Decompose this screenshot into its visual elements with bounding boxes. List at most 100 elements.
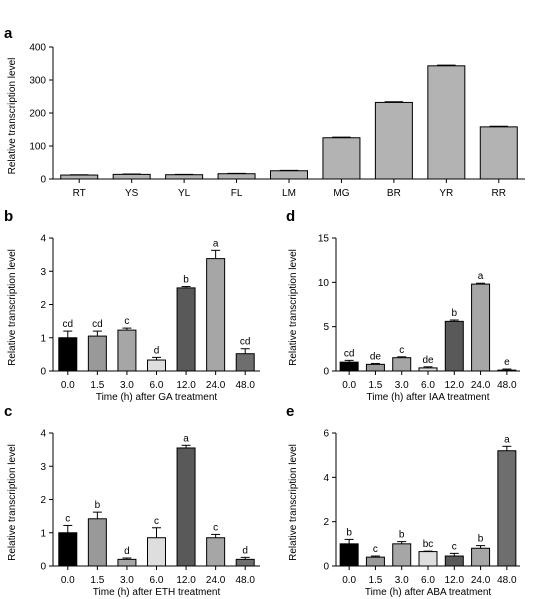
panel-a-x-tick-label: BR xyxy=(387,188,401,199)
panel-b-y-tick-label: 2 xyxy=(40,300,46,311)
panel-a-y-tick-label: 400 xyxy=(29,43,46,54)
panel-a-bar xyxy=(427,65,466,180)
panel-b-significance-label: cd xyxy=(240,337,251,348)
panel-d-x-tick-label: 6.0 xyxy=(421,380,435,391)
panel-d-x-tick-label: 0.0 xyxy=(342,380,356,391)
panel-d-significance-label: b xyxy=(452,308,458,319)
panel-d-x-tick-label: 12.0 xyxy=(445,380,465,391)
panel-c-x-tick-label: 6.0 xyxy=(150,575,164,586)
panel-a-letter: a xyxy=(4,25,13,42)
panel-e-significance-label: a xyxy=(504,434,510,445)
panel-c-y-axis-title: Relative transcription level xyxy=(7,444,18,561)
panel-a-bar xyxy=(322,137,361,180)
panel-e-x-tick-label: 1.5 xyxy=(368,575,382,586)
panel-d-y-tick-label: 15 xyxy=(318,234,330,245)
panel-b-x-axis-title: Time (h) after GA treatment xyxy=(96,392,218,403)
panel-e-y-tick-label: 4 xyxy=(323,473,329,484)
panel-c-bar xyxy=(117,558,137,567)
panel-c-y-tick-label: 1 xyxy=(40,528,46,539)
panel-a-bar xyxy=(374,101,413,180)
panel-e-significance-label: bc xyxy=(423,539,434,550)
panel-c-significance-label: c xyxy=(213,522,218,533)
panel-e-bar xyxy=(471,547,491,567)
panel-c-y-tick-label: 4 xyxy=(40,429,46,440)
panel-b-significance-label: c xyxy=(124,316,129,327)
panel-d-letter: d xyxy=(286,208,295,225)
panel-d-significance-label: de xyxy=(370,351,382,362)
panel-c-x-tick-label: 12.0 xyxy=(176,575,196,586)
panel-b-bar xyxy=(206,258,226,372)
panel-d-significance-label: de xyxy=(422,355,434,366)
panel-a-y-tick-label: 0 xyxy=(40,175,46,186)
panel-b-x-tick-label: 24.0 xyxy=(206,380,226,391)
panel-c-y-tick-label: 0 xyxy=(40,562,46,573)
panel-d-x-tick-label: 48.0 xyxy=(497,380,517,391)
panel-d-bar xyxy=(471,283,491,372)
panel-e-bar xyxy=(418,551,438,567)
panel-b-significance-label: a xyxy=(213,238,219,249)
panel-d-y-tick-label: 5 xyxy=(323,322,329,333)
panel-e-y-tick-label: 0 xyxy=(323,562,329,573)
panel-b-bar xyxy=(117,329,137,372)
panel-d-significance-label: c xyxy=(399,345,404,356)
panel-e-x-axis-title: Time (h) after ABA treatment xyxy=(365,587,492,598)
panel-d-significance-label: e xyxy=(504,357,510,368)
panel-d-bar xyxy=(497,369,517,372)
panel-e-x-tick-label: 48.0 xyxy=(497,575,517,586)
panel-c-x-tick-label: 48.0 xyxy=(235,575,255,586)
panel-c-x-tick-label: 3.0 xyxy=(120,575,134,586)
panel-d-bar xyxy=(339,361,359,372)
panel-c-bar xyxy=(87,518,107,567)
panel-e-y-axis-title: Relative transcription level xyxy=(288,444,299,561)
panel-c-letter: c xyxy=(4,403,12,420)
panel-e-significance-label: c xyxy=(452,541,457,552)
panel-e-x-tick-label: 24.0 xyxy=(471,575,491,586)
panel-e-bar xyxy=(392,543,412,567)
panel-b-x-tick-label: 0.0 xyxy=(61,380,75,391)
panel-b-x-tick-label: 12.0 xyxy=(176,380,196,391)
panel-a-x-tick-label: YR xyxy=(439,188,453,199)
panel-b-significance-label: d xyxy=(154,345,160,356)
panel-b-y-tick-label: 0 xyxy=(40,367,46,378)
panel-b-y-axis-title: Relative transcription level xyxy=(7,249,18,366)
panel-b-bar xyxy=(176,287,196,372)
panel-e-significance-label: c xyxy=(373,544,378,555)
panel-c-x-tick-label: 24.0 xyxy=(206,575,226,586)
panel-a-y-tick-label: 100 xyxy=(29,142,46,153)
panel-d-bar xyxy=(392,357,412,372)
panel-b-y-tick-label: 3 xyxy=(40,267,46,278)
panel-d-x-tick-label: 24.0 xyxy=(471,380,491,391)
panel-c-x-tick-label: 1.5 xyxy=(90,575,104,586)
panel-d-x-axis-title: Time (h) after IAA treatment xyxy=(366,392,489,403)
panel-a-y-tick-label: 200 xyxy=(29,109,46,120)
panel-a-x-tick-label: YL xyxy=(178,188,191,199)
panel-b-bar xyxy=(235,353,255,372)
panel-a-y-tick-label: 300 xyxy=(29,76,46,87)
panel-e-bar xyxy=(365,556,385,567)
panel-b-bar xyxy=(147,359,166,372)
panel-b-significance-label: cd xyxy=(92,319,103,330)
panel-b-y-tick-label: 1 xyxy=(40,333,46,344)
panel-e-significance-label: b xyxy=(346,527,352,538)
panel-b-bar xyxy=(58,337,78,372)
panel-e-bar xyxy=(339,543,359,567)
panel-d-significance-label: a xyxy=(478,271,484,282)
panel-d-x-tick-label: 3.0 xyxy=(395,380,409,391)
panel-d-y-tick-label: 0 xyxy=(323,367,329,378)
panel-a-x-tick-label: RR xyxy=(492,188,506,199)
panel-b-letter: b xyxy=(4,208,13,225)
panel-c-bar xyxy=(176,447,196,567)
panel-c-y-tick-label: 2 xyxy=(40,495,46,506)
panel-b-bar xyxy=(87,335,107,372)
panel-b-x-tick-label: 48.0 xyxy=(235,380,255,391)
panel-b-significance-label: cd xyxy=(63,319,74,330)
panel-b-significance-label: b xyxy=(183,275,189,286)
panel-a-bar xyxy=(112,173,151,180)
panel-e-x-tick-label: 6.0 xyxy=(421,575,435,586)
panel-c-bar xyxy=(58,532,78,567)
panel-b-x-tick-label: 1.5 xyxy=(90,380,104,391)
panel-a-bar xyxy=(60,174,99,180)
panel-d-bar xyxy=(444,320,464,372)
panel-d-significance-label: cd xyxy=(344,348,355,359)
